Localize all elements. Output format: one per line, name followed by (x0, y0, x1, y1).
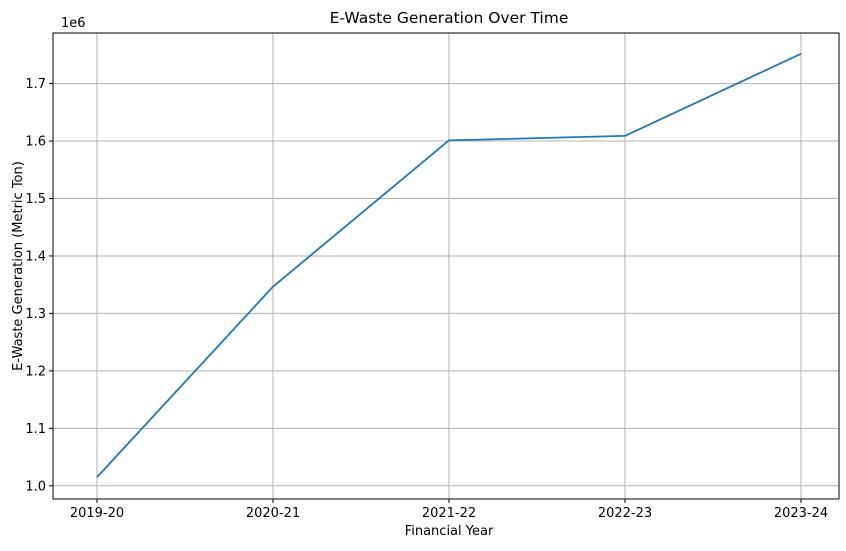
y-axis-ticks: 1.0 1.1 1.2 1.3 1.4 1.5 1.6 1.7 (25, 77, 53, 494)
y-axis-label: E-Waste Generation (Metric Ton) (11, 161, 26, 371)
y-tick-label: 1.5 (25, 192, 46, 207)
x-axis-label: Financial Year (405, 524, 494, 539)
y-tick-label: 1.4 (25, 249, 46, 264)
x-axis-ticks: 2019-20 2020-21 2021-22 2022-23 2023-24 (70, 499, 828, 521)
y-tick-label: 1.1 (25, 422, 46, 437)
y-tick-label: 1.3 (25, 307, 46, 322)
x-tick-label: 2021-22 (422, 506, 476, 521)
grid-layer (53, 33, 839, 499)
x-tick-label: 2019-20 (70, 506, 124, 521)
y-tick-label: 1.2 (25, 364, 46, 379)
x-tick-label: 2022-23 (598, 506, 652, 521)
plot-area-frame (52, 32, 840, 500)
y-tick-label: 1.0 (25, 479, 46, 494)
x-tick-label: 2020-21 (246, 506, 300, 521)
x-tick-label: 2023-24 (774, 506, 828, 521)
y-tick-label: 1.6 (25, 135, 46, 150)
series-line (96, 52, 802, 478)
chart-title: E-Waste Generation Over Time (330, 9, 569, 27)
series-layer (96, 52, 802, 478)
y-tick-label: 1.7 (25, 77, 46, 92)
y-axis-offset-label: 1e6 (61, 16, 86, 31)
